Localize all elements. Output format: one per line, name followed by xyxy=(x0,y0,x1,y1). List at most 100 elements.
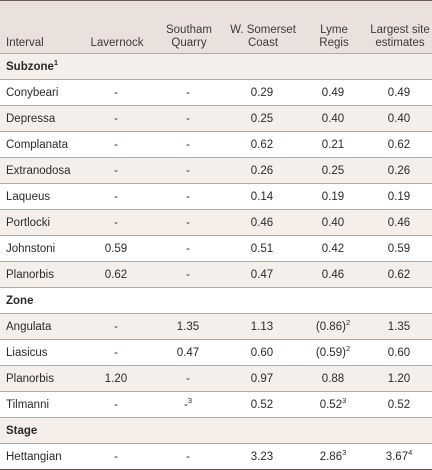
header-interval: Interval xyxy=(6,37,44,49)
cell-w-somerset-coast-value: 0.52 xyxy=(250,398,274,411)
cell-lavernock: - xyxy=(80,444,152,470)
section-title-text: Zone xyxy=(6,294,34,307)
cell-w-somerset-coast: 0.52 xyxy=(224,392,300,418)
cell-lavernock-value: - xyxy=(114,190,118,203)
table-row: Liasicus - 0.47 0.60 (0.59)2 0.60 xyxy=(0,339,432,366)
cell-lavernock: - xyxy=(80,132,152,158)
cell-lavernock-value: 1.20 xyxy=(104,372,128,385)
cell-w-somerset-coast: 0.60 xyxy=(224,340,300,366)
cell-lavernock: - xyxy=(80,314,152,340)
cell-largest-site-estimate: 0.52 xyxy=(366,392,432,418)
section-row: Subzone1 xyxy=(0,53,432,80)
cell-southam-quarry: - xyxy=(152,106,224,132)
cell-largest-site-estimate: 0.62 xyxy=(366,132,432,158)
cell-w-somerset-coast: 0.51 xyxy=(224,236,300,262)
cell-interval-value: Angulata xyxy=(6,320,52,333)
cell-w-somerset-coast: 0.46 xyxy=(224,210,300,236)
cell-w-somerset-coast-value: 0.29 xyxy=(250,86,274,99)
cell-interval-value: Liasicus xyxy=(6,346,48,359)
cell-lyme-regis-value: (0.59) xyxy=(315,346,346,359)
cell-w-somerset-coast-value: 0.51 xyxy=(250,242,274,255)
table-row: Laqueus - - 0.14 0.19 0.19 xyxy=(0,183,432,210)
cell-largest-site-estimate-value: 3.67 xyxy=(385,450,409,463)
section-row: Stage xyxy=(0,417,432,444)
cell-lavernock: - xyxy=(80,80,152,106)
cell-w-somerset-coast: 3.23 xyxy=(224,444,300,470)
table-row: Depressa - - 0.25 0.40 0.40 xyxy=(0,105,432,132)
cell-lyme-regis-value: 0.46 xyxy=(321,268,345,281)
cell-lyme-regis-value: 0.40 xyxy=(321,216,345,229)
table-row: Complanata - - 0.62 0.21 0.62 xyxy=(0,131,432,158)
cell-w-somerset-coast: 0.26 xyxy=(224,158,300,184)
section-title-text: Subzone xyxy=(6,60,54,73)
cell-interval: Extranodosa xyxy=(0,158,80,184)
header-row: Interval Lavernock Southam Quarry W. Som… xyxy=(0,0,432,54)
cell-w-somerset-coast: 0.47 xyxy=(224,262,300,288)
cell-lavernock-value: - xyxy=(114,450,118,463)
cell-lyme-regis-value: 0.52 xyxy=(319,398,343,411)
cell-southam-quarry: - xyxy=(152,366,224,392)
cell-largest-site-estimate-value: 0.40 xyxy=(387,112,411,125)
cell-largest-site-estimate-value: 1.20 xyxy=(387,372,411,385)
cell-largest-site-estimate-value: 1.35 xyxy=(387,320,411,333)
cell-largest-site-estimate-value: 0.49 xyxy=(387,86,411,99)
cell-southam-quarry: -3 xyxy=(152,392,224,418)
cell-lavernock: 0.59 xyxy=(80,236,152,262)
table-row: Conybeari - - 0.29 0.49 0.49 xyxy=(0,79,432,106)
cell-southam-quarry-value: - xyxy=(183,398,188,411)
cell-largest-site-estimate-value: 0.59 xyxy=(387,242,411,255)
cell-w-somerset-coast-value: 0.47 xyxy=(250,268,274,281)
cell-interval-value: Johnstoni xyxy=(6,242,56,255)
section-row: Zone xyxy=(0,287,432,314)
cell-lavernock-value: - xyxy=(114,86,118,99)
header-w-somerset-coast: W. Somerset Coast xyxy=(230,24,296,49)
cell-lavernock-value: - xyxy=(114,346,118,359)
cell-lavernock: 1.20 xyxy=(80,366,152,392)
cell-w-somerset-coast-value: 0.60 xyxy=(250,346,274,359)
cell-lavernock: 0.62 xyxy=(80,262,152,288)
cell-largest-site-estimate: 0.62 xyxy=(366,262,432,288)
cell-interval-value: Hettangian xyxy=(6,450,62,463)
cell-southam-quarry: - xyxy=(152,132,224,158)
header-lavernock: Lavernock xyxy=(90,37,144,49)
cell-lyme-regis: 0.40 xyxy=(300,106,366,132)
cell-lavernock: - xyxy=(80,184,152,210)
cell-w-somerset-coast: 0.14 xyxy=(224,184,300,210)
table-row: Planorbis 0.62 - 0.47 0.46 0.62 xyxy=(0,261,432,288)
cell-southam-quarry-value: - xyxy=(186,86,190,99)
cell-interval-value: Conybeari xyxy=(6,86,59,99)
cell-lyme-regis-value: 0.88 xyxy=(321,372,345,385)
section-title-footnote: 1 xyxy=(53,57,59,67)
cell-interval: Angulata xyxy=(0,314,80,340)
cell-lyme-regis: 0.19 xyxy=(300,184,366,210)
cell-southam-quarry: - xyxy=(152,444,224,470)
cell-interval-value: Depressa xyxy=(6,112,56,125)
cell-largest-site-estimate: 1.35 xyxy=(366,314,432,340)
cell-southam-quarry-value: - xyxy=(186,450,190,463)
cell-interval: Planorbis xyxy=(0,366,80,392)
cell-interval-value: Complanata xyxy=(6,138,69,151)
cell-largest-site-estimate: 1.20 xyxy=(366,366,432,392)
cell-w-somerset-coast-value: 0.46 xyxy=(250,216,274,229)
cell-southam-quarry: - xyxy=(152,236,224,262)
cell-lyme-regis: 2.863 xyxy=(300,444,366,470)
cell-w-somerset-coast-value: 0.97 xyxy=(250,372,274,385)
cell-largest-site-estimate: 0.40 xyxy=(366,106,432,132)
cell-w-somerset-coast: 0.29 xyxy=(224,80,300,106)
cell-lavernock-value: - xyxy=(114,398,118,411)
table-row: Extranodosa - - 0.26 0.25 0.26 xyxy=(0,157,432,184)
cell-w-somerset-coast-value: 0.14 xyxy=(250,190,274,203)
cell-lavernock-value: 0.59 xyxy=(104,242,128,255)
cell-lyme-regis-value: 2.86 xyxy=(319,450,343,463)
cell-southam-quarry-value: - xyxy=(186,372,190,385)
cell-largest-site-estimate-value: 0.62 xyxy=(387,138,411,151)
cell-lyme-regis: (0.86)2 xyxy=(300,314,366,340)
cell-largest-site-estimate: 0.46 xyxy=(366,210,432,236)
cell-interval-value: Planorbis xyxy=(6,372,54,385)
cell-southam-quarry: - xyxy=(152,210,224,236)
cell-lavernock: - xyxy=(80,106,152,132)
cell-lyme-regis-footnote: 3 xyxy=(342,447,347,457)
cell-interval: Planorbis xyxy=(0,262,80,288)
cell-interval-value: Tilmanni xyxy=(6,398,50,411)
cell-lavernock: - xyxy=(80,158,152,184)
